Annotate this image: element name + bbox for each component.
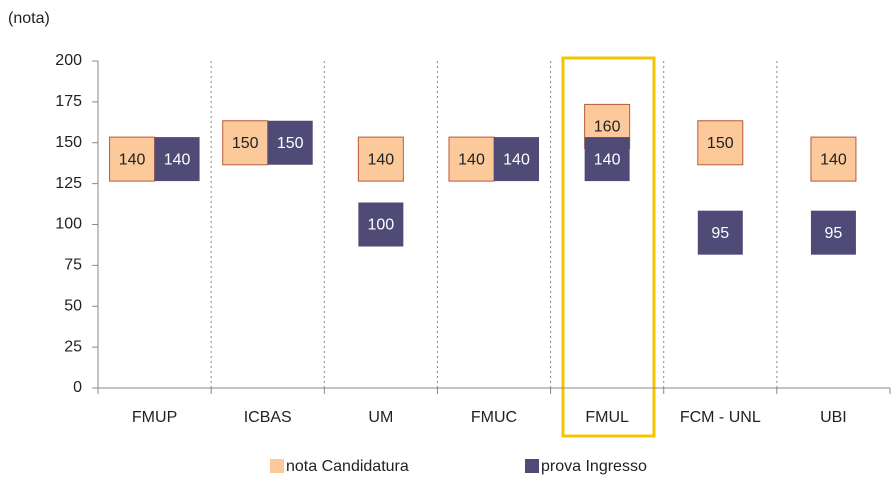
y-tick-label: 150: [55, 134, 82, 151]
value-box: [810, 210, 856, 255]
highlight-frame: [561, 56, 656, 438]
y-tick-label: 200: [55, 52, 82, 69]
y-tick-label: 125: [55, 175, 82, 192]
value-box: [154, 137, 200, 182]
x-tick-label: ICBAS: [244, 409, 292, 426]
legend-swatch: [525, 459, 539, 473]
data-label: 150: [232, 135, 259, 152]
data-label: 150: [707, 135, 734, 152]
x-tick-label: FCM - UNL: [680, 409, 761, 426]
y-axis-label: (nota): [8, 10, 50, 27]
data-label: 95: [825, 225, 843, 242]
data-label: 140: [594, 151, 621, 168]
y-tick-label: 50: [64, 297, 82, 314]
data-label: 140: [368, 151, 395, 168]
x-tick-label: UBI: [820, 409, 847, 426]
data-label: 140: [820, 151, 847, 168]
value-box: [584, 137, 630, 182]
data-label: 140: [458, 151, 485, 168]
legend-swatch: [270, 459, 284, 473]
value-box: [810, 136, 857, 182]
data-label: 95: [711, 225, 729, 242]
y-tick-label: 100: [55, 216, 82, 233]
data-label: 140: [503, 151, 530, 168]
y-tick-label: 0: [73, 379, 82, 396]
value-box: [358, 202, 404, 247]
value-box: [494, 137, 539, 182]
data-label: 140: [164, 151, 191, 168]
legend-label: prova Ingresso: [541, 458, 647, 475]
x-tick-label: FMUL: [585, 409, 629, 426]
value-box: [697, 120, 744, 166]
legend-label: nota Candidatura: [286, 458, 409, 475]
x-tick-label: FMUC: [471, 409, 517, 426]
data-label: 160: [594, 119, 621, 136]
data-label: 150: [277, 135, 304, 152]
value-box: [697, 210, 743, 255]
y-tick-label: 25: [64, 338, 82, 355]
x-tick-label: FMUP: [132, 409, 177, 426]
y-tick-label: 75: [64, 257, 82, 274]
y-tick-label: 175: [55, 93, 82, 110]
x-tick-label: UM: [368, 409, 393, 426]
value-box: [267, 120, 313, 165]
value-box: [357, 136, 404, 182]
value-box: [222, 120, 269, 166]
data-label: 100: [368, 217, 395, 234]
value-box: [109, 136, 156, 182]
data-label: 140: [119, 151, 146, 168]
